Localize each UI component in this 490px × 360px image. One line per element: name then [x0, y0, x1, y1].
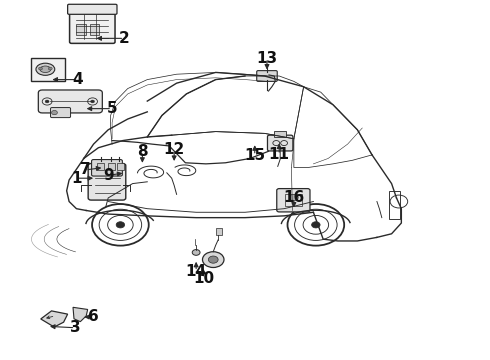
Circle shape: [45, 100, 49, 103]
Bar: [117, 163, 124, 170]
Text: 13: 13: [256, 50, 277, 66]
Text: 5: 5: [107, 101, 118, 116]
Bar: [389, 191, 400, 220]
Polygon shape: [41, 311, 68, 327]
Bar: [216, 228, 221, 234]
Text: 14: 14: [186, 264, 207, 279]
Circle shape: [192, 249, 200, 255]
Text: 12: 12: [164, 142, 185, 157]
FancyBboxPatch shape: [277, 189, 310, 212]
Circle shape: [39, 67, 43, 70]
Text: 9: 9: [103, 168, 114, 183]
Ellipse shape: [36, 63, 55, 75]
Text: 3: 3: [70, 320, 81, 335]
Bar: [274, 131, 286, 136]
FancyBboxPatch shape: [257, 71, 277, 81]
Text: 8: 8: [137, 144, 147, 159]
Text: 16: 16: [283, 190, 304, 206]
Text: 11: 11: [269, 147, 290, 162]
Bar: [76, 24, 86, 35]
Bar: [90, 24, 99, 35]
Ellipse shape: [40, 66, 51, 72]
Text: 15: 15: [244, 148, 265, 163]
Text: 1: 1: [71, 171, 82, 186]
Circle shape: [202, 252, 224, 267]
Circle shape: [51, 111, 57, 115]
FancyBboxPatch shape: [88, 163, 126, 200]
Bar: [108, 163, 115, 170]
Bar: [31, 58, 65, 81]
Circle shape: [49, 67, 52, 70]
FancyBboxPatch shape: [68, 4, 117, 14]
Circle shape: [208, 256, 218, 263]
Text: 10: 10: [193, 271, 214, 286]
FancyBboxPatch shape: [92, 159, 122, 176]
Text: 7: 7: [80, 162, 91, 177]
Text: 4: 4: [73, 72, 83, 87]
Text: 6: 6: [88, 310, 99, 324]
Polygon shape: [73, 307, 88, 321]
Circle shape: [116, 222, 124, 228]
Circle shape: [91, 100, 95, 103]
FancyBboxPatch shape: [268, 135, 293, 151]
FancyBboxPatch shape: [70, 6, 115, 43]
FancyBboxPatch shape: [50, 108, 71, 118]
Bar: [98, 163, 104, 170]
Circle shape: [312, 222, 320, 228]
Bar: [285, 194, 302, 206]
Circle shape: [290, 194, 298, 201]
FancyBboxPatch shape: [38, 90, 102, 113]
Text: 2: 2: [119, 31, 130, 46]
